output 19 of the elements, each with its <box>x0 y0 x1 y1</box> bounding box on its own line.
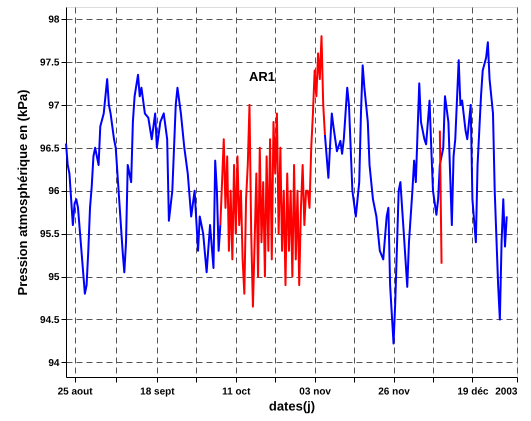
x-tick-label: 03 nov <box>299 386 332 398</box>
y-tick-label: 96 <box>48 186 60 198</box>
y-tick-label: 97 <box>48 100 60 112</box>
x-tick-label: 26 nov <box>378 386 410 398</box>
y-tick-label: 96.5 <box>40 143 60 154</box>
x-tick-label: 2003 <box>495 386 518 398</box>
y-axis-title: Pression atmosphérique en (kPa) <box>15 90 30 296</box>
y-tick-label: 95.5 <box>40 229 60 240</box>
x-tick-label: 18 sept <box>140 386 176 398</box>
y-tick-label: 95 <box>48 272 60 284</box>
x-tick-label: 11 oct <box>222 386 252 398</box>
y-tick-label: 98 <box>48 14 60 26</box>
y-tick-label: 97.5 <box>40 57 60 68</box>
x-tick-label: 19 déc <box>457 386 489 398</box>
x-axis-title: dates(j) <box>268 398 316 414</box>
annotation: AR1 <box>248 69 276 84</box>
y-tick-label: 94.5 <box>40 314 60 326</box>
x-tick-label: 25 aout <box>58 386 94 398</box>
y-tick-label: 94 <box>48 358 60 369</box>
